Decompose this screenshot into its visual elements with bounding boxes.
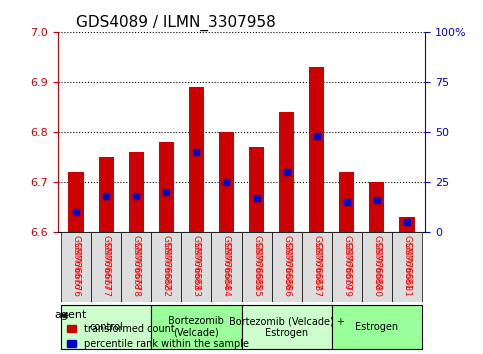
Text: GSM766682: GSM766682: [162, 235, 171, 290]
FancyBboxPatch shape: [61, 305, 151, 349]
FancyBboxPatch shape: [181, 232, 212, 302]
FancyBboxPatch shape: [151, 232, 181, 302]
Bar: [399, 217, 414, 232]
FancyBboxPatch shape: [332, 305, 422, 349]
Bar: [189, 87, 204, 232]
Text: GSM766687: GSM766687: [312, 242, 321, 297]
Text: Bortezomib (Velcade) +
Estrogen: Bortezomib (Velcade) + Estrogen: [228, 316, 344, 338]
Text: GSM766684: GSM766684: [222, 242, 231, 297]
Text: GSM766679: GSM766679: [342, 242, 351, 297]
FancyBboxPatch shape: [91, 232, 121, 302]
Text: GSM766680: GSM766680: [372, 242, 382, 297]
Text: GSM766681: GSM766681: [402, 235, 412, 290]
Text: GSM766685: GSM766685: [252, 242, 261, 297]
Text: agent: agent: [54, 310, 86, 320]
Bar: [99, 157, 114, 232]
Bar: [219, 132, 234, 232]
Text: GSM766686: GSM766686: [282, 235, 291, 290]
Text: GSM766679: GSM766679: [342, 235, 351, 290]
Bar: [69, 172, 84, 232]
Bar: [339, 172, 355, 232]
Text: GSM766683: GSM766683: [192, 242, 201, 297]
Legend: transformed count, percentile rank within the sample: transformed count, percentile rank withi…: [63, 320, 253, 353]
Text: GSM766676: GSM766676: [71, 242, 81, 297]
Text: Estrogen: Estrogen: [355, 322, 398, 332]
FancyBboxPatch shape: [151, 305, 242, 349]
Text: GSM766687: GSM766687: [312, 235, 321, 290]
Text: GSM766684: GSM766684: [222, 235, 231, 290]
Bar: [128, 152, 144, 232]
Text: GSM766677: GSM766677: [101, 235, 111, 290]
Bar: [309, 67, 324, 232]
Text: GSM766678: GSM766678: [132, 235, 141, 290]
Text: GSM766685: GSM766685: [252, 235, 261, 290]
FancyBboxPatch shape: [271, 232, 302, 302]
Bar: [369, 182, 384, 232]
Text: control: control: [89, 322, 123, 332]
Text: GSM766681: GSM766681: [402, 242, 412, 297]
Bar: [279, 112, 294, 232]
Text: GSM766683: GSM766683: [192, 235, 201, 290]
Bar: [249, 147, 264, 232]
FancyBboxPatch shape: [121, 232, 151, 302]
FancyBboxPatch shape: [242, 232, 271, 302]
Text: GSM766676: GSM766676: [71, 235, 81, 290]
Text: GSM766680: GSM766680: [372, 235, 382, 290]
Text: Bortezomib
(Velcade): Bortezomib (Velcade): [169, 316, 224, 338]
FancyBboxPatch shape: [392, 232, 422, 302]
Text: GSM766677: GSM766677: [101, 242, 111, 297]
Bar: [159, 142, 174, 232]
FancyBboxPatch shape: [362, 232, 392, 302]
FancyBboxPatch shape: [61, 232, 91, 302]
FancyBboxPatch shape: [242, 305, 332, 349]
Text: GDS4089 / ILMN_3307958: GDS4089 / ILMN_3307958: [76, 14, 276, 30]
Text: GSM766682: GSM766682: [162, 242, 171, 297]
Text: GSM766678: GSM766678: [132, 242, 141, 297]
FancyBboxPatch shape: [212, 232, 242, 302]
FancyBboxPatch shape: [302, 232, 332, 302]
Text: GSM766686: GSM766686: [282, 242, 291, 297]
FancyBboxPatch shape: [332, 232, 362, 302]
